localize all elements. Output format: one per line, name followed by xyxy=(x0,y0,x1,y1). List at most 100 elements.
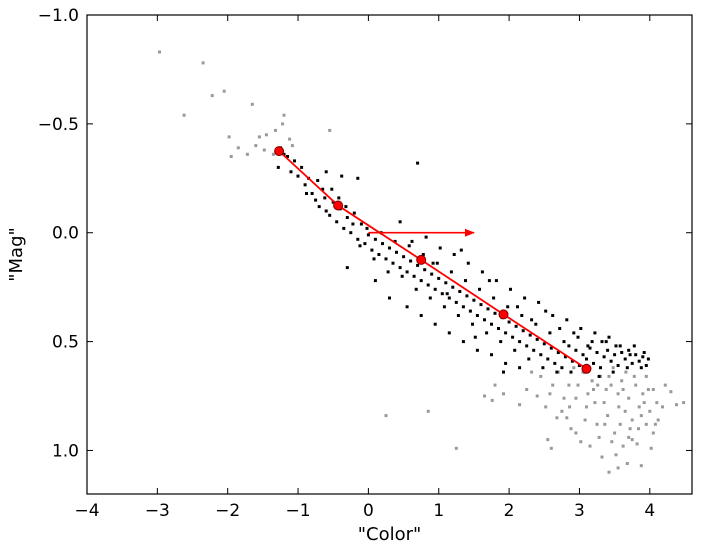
excluded-point xyxy=(579,440,583,444)
excluded-point xyxy=(250,102,254,106)
selected-point xyxy=(286,155,289,158)
excluded-point xyxy=(525,388,529,391)
selected-point xyxy=(593,331,597,335)
excluded-point xyxy=(646,388,650,391)
selected-point xyxy=(340,174,344,178)
selected-point xyxy=(528,333,532,337)
x-tick-label: −2 xyxy=(215,501,240,521)
selected-point xyxy=(535,337,539,341)
selected-point xyxy=(514,324,518,328)
selected-point xyxy=(328,213,332,217)
excluded-point xyxy=(576,383,580,387)
excluded-point xyxy=(628,427,632,431)
x-tick-label: −3 xyxy=(145,501,170,521)
excluded-point xyxy=(535,394,539,398)
selected-point xyxy=(637,359,641,363)
selected-point xyxy=(537,300,541,304)
selected-point xyxy=(641,355,645,359)
selected-point xyxy=(565,318,569,322)
excluded-point xyxy=(632,374,636,378)
selected-point xyxy=(447,331,451,335)
x-tick-label: −4 xyxy=(74,501,99,521)
selected-point xyxy=(323,196,327,200)
selected-point xyxy=(433,322,437,326)
selected-point xyxy=(497,327,500,330)
selected-point xyxy=(527,357,531,361)
excluded-point xyxy=(644,374,648,378)
excluded-point xyxy=(574,396,578,400)
selected-point xyxy=(518,366,522,370)
selected-point xyxy=(342,226,346,230)
selected-point xyxy=(405,305,409,309)
excluded-point xyxy=(574,431,578,435)
selected-point xyxy=(363,242,367,246)
excluded-point xyxy=(328,128,332,132)
selected-point xyxy=(282,152,286,156)
excluded-point xyxy=(651,431,655,435)
selected-point xyxy=(588,346,592,350)
excluded-point xyxy=(201,61,205,65)
selected-point xyxy=(317,205,321,209)
selected-point xyxy=(416,161,420,165)
excluded-point xyxy=(483,394,486,398)
selected-point xyxy=(628,353,632,357)
selected-point xyxy=(466,261,470,265)
x-tick-label: −1 xyxy=(286,501,311,521)
excluded-point xyxy=(625,462,629,465)
selected-point xyxy=(485,331,489,335)
excluded-point xyxy=(227,135,231,139)
excluded-point xyxy=(637,427,640,431)
selected-point xyxy=(400,274,404,278)
selected-point xyxy=(405,270,409,274)
fit-line xyxy=(278,150,587,370)
excluded-point xyxy=(548,392,552,396)
selected-point xyxy=(395,250,398,254)
excluded-point xyxy=(549,446,553,450)
excluded-point xyxy=(586,392,590,396)
selected-point xyxy=(421,253,425,256)
selected-point xyxy=(549,346,553,350)
selected-point xyxy=(483,318,486,322)
selected-point xyxy=(558,327,562,330)
selected-point xyxy=(337,196,341,200)
selected-point xyxy=(435,261,439,265)
excluded-point xyxy=(518,403,522,407)
y-axis-label: "Mag" xyxy=(6,227,27,282)
excluded-point xyxy=(616,466,620,470)
excluded-point xyxy=(290,144,294,148)
selected-point xyxy=(458,290,462,293)
selected-point xyxy=(445,292,449,296)
excluded-point xyxy=(639,414,643,418)
selected-point xyxy=(478,287,481,291)
excluded-point xyxy=(236,146,240,150)
selected-point xyxy=(592,361,595,365)
selected-point xyxy=(551,314,555,317)
excluded-point xyxy=(620,379,624,383)
excluded-point xyxy=(642,401,646,405)
selected-point xyxy=(475,314,479,317)
selected-point xyxy=(644,364,648,367)
selected-point xyxy=(352,211,356,215)
selected-point xyxy=(426,283,430,287)
excluded-point xyxy=(634,383,638,387)
excluded-point xyxy=(555,416,559,420)
excluded-point xyxy=(264,133,268,137)
selected-point xyxy=(324,170,328,174)
excluded-point xyxy=(567,383,571,387)
selected-point xyxy=(366,233,370,237)
excluded-point xyxy=(617,405,621,409)
selected-point xyxy=(438,246,442,250)
excluded-point xyxy=(593,401,597,405)
selected-point xyxy=(475,348,479,352)
selected-point xyxy=(534,322,538,326)
selected-point xyxy=(449,270,453,274)
selected-point xyxy=(444,281,448,285)
excluded-point xyxy=(602,401,606,405)
selected-point xyxy=(428,296,432,300)
excluded-point xyxy=(158,50,161,54)
fit-point xyxy=(274,146,285,157)
selected-point xyxy=(373,279,377,283)
selected-point xyxy=(606,348,610,352)
fit-point xyxy=(333,200,344,211)
excluded-point xyxy=(648,409,652,413)
